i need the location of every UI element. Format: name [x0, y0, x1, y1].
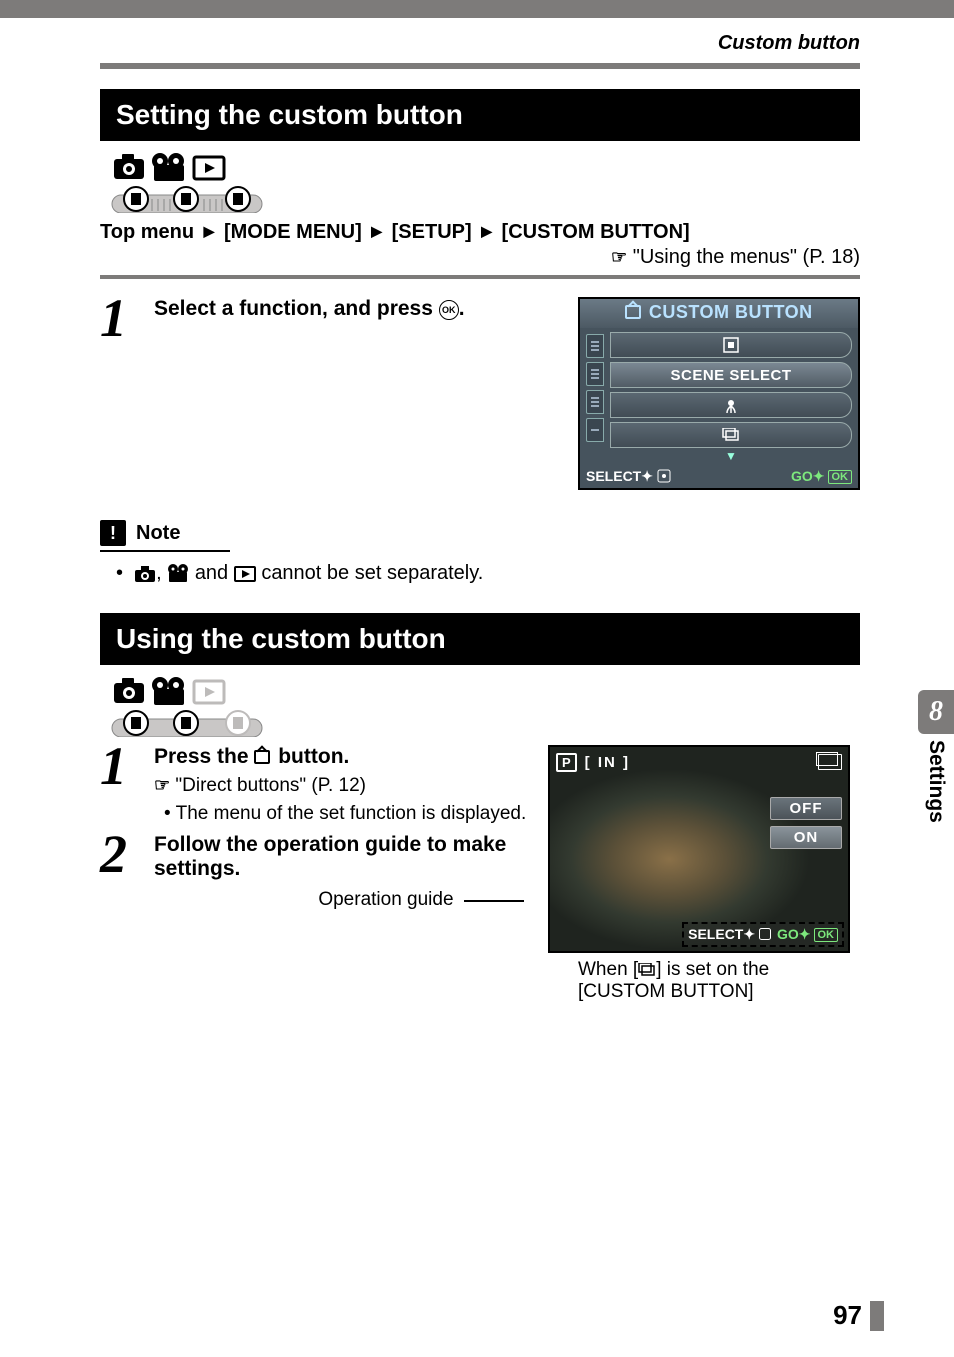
movie-icon	[167, 564, 189, 582]
lcd-option-scene: SCENE SELECT	[610, 362, 852, 388]
triangle-icon: ▶	[481, 223, 492, 240]
step-text-before: Select a function, and press	[154, 297, 439, 320]
chapter-number: 8	[918, 690, 954, 734]
hand-pointer-icon: ☞	[154, 775, 170, 796]
step-text-after: .	[459, 297, 465, 320]
in-label: [ IN ]	[585, 754, 630, 771]
using-step-2: 2 Follow the operation guide to make set…	[100, 833, 528, 881]
camera-icon	[134, 566, 156, 582]
leader-line	[464, 900, 524, 902]
note-section: ! Note • , and cannot be set separately.	[100, 520, 860, 585]
lcd-option-off: OFF	[770, 797, 842, 820]
caption-before: When [	[578, 959, 638, 980]
step-number: 2	[100, 833, 136, 876]
select-label: SELECT	[586, 468, 641, 484]
note-label: Note	[136, 522, 180, 545]
lcd-caption: When [] is set on the [CUSTOM BUTTON]	[548, 959, 850, 1003]
drive-icon	[818, 754, 842, 770]
lcd-title: CUSTOM BUTTON	[580, 299, 858, 328]
mode-icons-strip-1	[110, 151, 860, 213]
breadcrumb-item-2: [CUSTOM BUTTON]	[502, 221, 690, 243]
breadcrumb-item-0: [MODE MENU]	[224, 221, 362, 243]
step1-after: button.	[272, 745, 349, 768]
ok-box: OK	[828, 470, 853, 484]
lcd-option-af	[610, 332, 852, 358]
go-label: GO	[777, 926, 799, 942]
step-number: 1	[100, 297, 136, 340]
ok-button-icon: OK	[439, 300, 459, 320]
note-mid: and	[195, 562, 234, 584]
drive-icon	[721, 428, 741, 442]
af-target-icon	[723, 337, 739, 353]
breadcrumb-item-1: [SETUP]	[392, 221, 472, 243]
section-setting-title: Setting the custom button	[100, 89, 860, 141]
lcd-photo-bg	[550, 747, 848, 951]
menus-reference: ☞ "Using the menus" (P. 18)	[100, 246, 860, 269]
note-text: • , and cannot be set separately.	[100, 562, 860, 585]
breadcrumb-prefix: Top menu	[100, 221, 194, 243]
lcd-side-tabs	[586, 332, 604, 462]
dpad-icon: ✦	[743, 926, 755, 942]
step1-bullet-text: The menu of the set function is displaye…	[176, 803, 527, 824]
footer-mark	[870, 1301, 884, 1331]
select-label: SELECT	[688, 926, 743, 942]
note-end: cannot be set separately.	[261, 562, 483, 584]
custom-button-icon	[625, 305, 641, 319]
top-bar	[0, 0, 954, 18]
chapter-label: Settings	[918, 740, 948, 823]
camera-lcd-live: P [ IN ] OFF ON SELECT✦ GO✦OK	[548, 745, 850, 953]
flower-icon	[723, 397, 739, 413]
mode-p-badge: P	[556, 753, 577, 772]
section-using-title: Using the custom button	[100, 613, 860, 665]
step-number: 1	[100, 745, 136, 788]
go-label: GO	[791, 468, 813, 484]
step1-bullet: • The menu of the set function is displa…	[164, 803, 528, 825]
ok-box: OK	[814, 928, 839, 942]
operation-guide-label: Operation guide	[318, 889, 453, 910]
down-arrow-icon: ▼	[610, 452, 852, 462]
camera-lcd-custom-menu: CUSTOM BUTTON SCENE SELECT	[578, 297, 860, 490]
step1-before: Press the	[154, 745, 254, 768]
note-badge-icon: !	[100, 520, 126, 546]
lcd-operation-guide-box: SELECT✦ GO✦OK	[682, 922, 844, 947]
step2-title: Follow the operation guide to make setti…	[154, 833, 528, 881]
lcd-footer-select: SELECT✦	[586, 468, 671, 485]
pad-icon	[759, 928, 771, 940]
thin-rule	[100, 275, 860, 279]
triangle-icon: ▶	[371, 223, 382, 240]
hand-pointer-icon: ☞	[611, 247, 627, 268]
menus-ref-text: "Using the menus" (P. 18)	[633, 246, 860, 268]
lcd-title-text: CUSTOM BUTTON	[649, 302, 813, 322]
header-rule	[100, 63, 860, 69]
lcd-footer-go: GO✦OK	[791, 468, 852, 485]
chapter-side-tab: 8 Settings	[918, 690, 954, 823]
running-title: Custom button	[100, 32, 860, 55]
custom-button-icon	[254, 750, 270, 764]
step1-ref: "Direct buttons" (P. 12)	[175, 775, 366, 796]
breadcrumb: Top menu ▶ [MODE MENU] ▶ [SETUP] ▶ [CUST…	[100, 221, 860, 244]
play-icon	[234, 566, 256, 582]
lcd-option-macro	[610, 392, 852, 418]
page-content: Custom button Setting the custom button	[0, 18, 954, 1003]
using-step-1: 1 Press the button. ☞ "Direct buttons" (…	[100, 745, 528, 825]
pad-icon	[657, 469, 671, 483]
page-number: 97	[833, 1300, 862, 1331]
drive-icon	[638, 963, 656, 976]
dpad-icon: ✦	[641, 468, 653, 484]
page-footer: 97	[833, 1300, 884, 1331]
lcd-option-on: ON	[770, 826, 842, 849]
arrow-icon: ✦	[799, 926, 811, 942]
triangle-icon: ▶	[204, 223, 215, 240]
arrow-icon: ✦	[813, 468, 825, 484]
step-1: 1 Select a function, and press OK.	[100, 297, 554, 340]
lcd-option-drive	[610, 422, 852, 448]
mode-icons-strip-2	[110, 675, 860, 737]
